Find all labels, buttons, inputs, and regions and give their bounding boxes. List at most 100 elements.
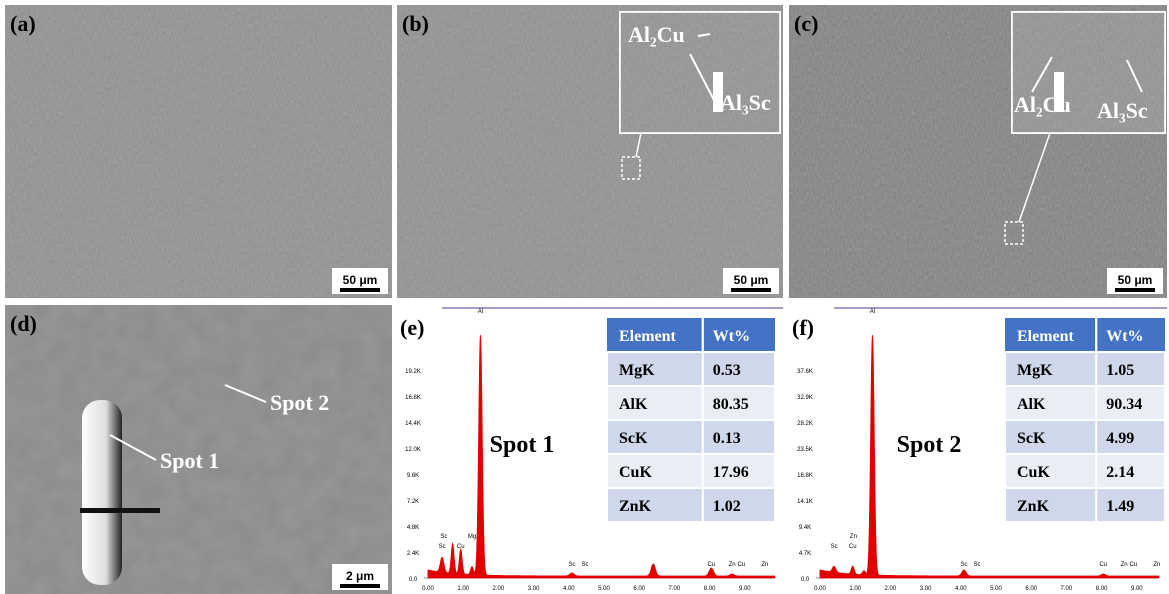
table-cell: 0.13: [713, 430, 741, 447]
figure: (a) 50 μm (b) 50 μm (c) 50 μm (d) 2 μm Al₂Cu Al₃S…: [0, 0, 1169, 594]
y-tick-label: 37.6K: [797, 369, 813, 375]
table-header-cell: Wt%: [1106, 328, 1143, 345]
x-tick-label: 8.00: [704, 586, 716, 592]
y-tick-label: 7.2K: [407, 499, 419, 505]
peak-label: Zn: [850, 534, 857, 540]
peak-label: Sc: [568, 562, 575, 568]
table-header-cell: Wt%: [713, 328, 750, 345]
x-tick-label: 6.00: [1025, 586, 1037, 592]
panel-label: (a): [10, 11, 36, 36]
table-header-cell: Element: [1017, 328, 1075, 345]
spot-label: Spot 2: [270, 390, 329, 415]
peak-label: Mg: [468, 534, 476, 540]
peak-label: Zn: [1121, 562, 1128, 568]
inset-label: Al₂Cu: [628, 22, 685, 47]
table-cell: ZnK: [1017, 498, 1050, 515]
x-tick-label: 1.00: [849, 586, 861, 592]
particle: [82, 400, 122, 585]
spot-label: Spot 1: [490, 432, 555, 458]
sem-texture: [5, 5, 392, 298]
scale-bar: [1115, 288, 1155, 292]
crack: [80, 508, 160, 513]
table-cell: MgK: [619, 362, 655, 379]
table-cell: AlK: [1017, 396, 1046, 413]
scale-bar: [340, 288, 380, 292]
peak-label: Al: [478, 309, 483, 315]
table-cell: 17.96: [713, 464, 749, 481]
table-cell: CuK: [1017, 464, 1050, 481]
scale-bar: [731, 288, 771, 292]
y-tick-label: 32.9K: [797, 395, 813, 401]
y-tick-label: 18.8K: [797, 473, 813, 479]
x-tick-label: 0.00: [422, 586, 434, 592]
panel-label: (f): [792, 315, 814, 340]
panel-label: (d): [10, 311, 37, 336]
table-cell: ScK: [619, 430, 648, 447]
table-cell: 1.05: [1106, 362, 1134, 379]
peak-label: Zn: [729, 562, 736, 568]
y-tick-label: 2.4K: [407, 551, 419, 557]
y-tick-label: 4.7K: [799, 551, 811, 557]
x-tick-label: 1.00: [457, 586, 469, 592]
inset-label: Al₃Sc: [1097, 98, 1148, 123]
x-tick-label: 9.00: [739, 586, 751, 592]
x-tick-label: 3.00: [528, 586, 540, 592]
peak-label: Cu: [708, 562, 716, 568]
peak-label: Cu: [1100, 562, 1108, 568]
scale-bar-label: 50 μm: [734, 273, 769, 287]
table-cell: AlK: [619, 396, 648, 413]
peak-label: Sc: [831, 544, 838, 550]
panel-label: (b): [402, 11, 429, 36]
scale-bar-label: 2 μm: [346, 569, 374, 583]
y-tick-label: 12.0K: [405, 447, 421, 453]
x-tick-label: 4.00: [955, 586, 967, 592]
peak-label: Cu: [457, 544, 465, 550]
table-cell: 2.14: [1106, 464, 1134, 481]
y-tick-label: 9.6K: [407, 473, 419, 479]
x-tick-label: 5.00: [990, 586, 1002, 592]
y-tick-label: 14.4K: [405, 421, 421, 427]
table-cell: 4.99: [1106, 430, 1134, 447]
x-tick-label: 5.00: [598, 586, 610, 592]
peak-label: Sc: [439, 544, 446, 550]
peak-label: Sc: [960, 562, 967, 568]
peak-label: Sc: [581, 562, 588, 568]
spot-label: Spot 2: [897, 432, 962, 458]
table-cell: 1.02: [713, 498, 741, 515]
x-tick-label: 2.00: [493, 586, 505, 592]
peak-label: Sc: [440, 534, 447, 540]
panel-label: (c): [794, 11, 818, 36]
y-tick-label: 4.8K: [407, 525, 419, 531]
y-tick-label: 28.2K: [797, 421, 813, 427]
spot-label: Spot 1: [160, 448, 219, 473]
x-tick-label: 0.00: [814, 586, 826, 592]
y-tick-label: 16.8K: [405, 395, 421, 401]
table-cell: 1.49: [1106, 498, 1134, 515]
peak-label: Cu: [1129, 562, 1137, 568]
peak-label: Sc: [973, 562, 980, 568]
x-tick-label: 4.00: [563, 586, 575, 592]
panel-label: (e): [400, 315, 424, 340]
x-tick-label: 7.00: [669, 586, 681, 592]
x-tick-label: 7.00: [1061, 586, 1073, 592]
y-tick-label: 14.1K: [797, 499, 813, 505]
peak-label: Cu: [849, 544, 857, 550]
scale-bar-label: 50 μm: [1118, 273, 1153, 287]
peak-label: Zn: [761, 562, 768, 568]
table-cell: CuK: [619, 464, 652, 481]
x-tick-label: 3.00: [920, 586, 932, 592]
scale-bar-label: 50 μm: [343, 273, 378, 287]
table-cell: MgK: [1017, 362, 1053, 379]
x-tick-label: 2.00: [885, 586, 897, 592]
inset-label: Al₂Cu: [1014, 92, 1071, 117]
peak-label: Zn: [1153, 562, 1160, 568]
table-cell: ZnK: [619, 498, 652, 515]
peak-label: Cu: [737, 562, 745, 568]
scale-bar: [340, 584, 380, 588]
table-cell: 80.35: [713, 396, 749, 413]
x-tick-label: 9.00: [1131, 586, 1143, 592]
x-tick-label: 6.00: [633, 586, 645, 592]
table-cell: 0.53: [713, 362, 741, 379]
y-tick-label: 19.2K: [405, 369, 421, 375]
y-tick-label: 23.5K: [797, 447, 813, 453]
